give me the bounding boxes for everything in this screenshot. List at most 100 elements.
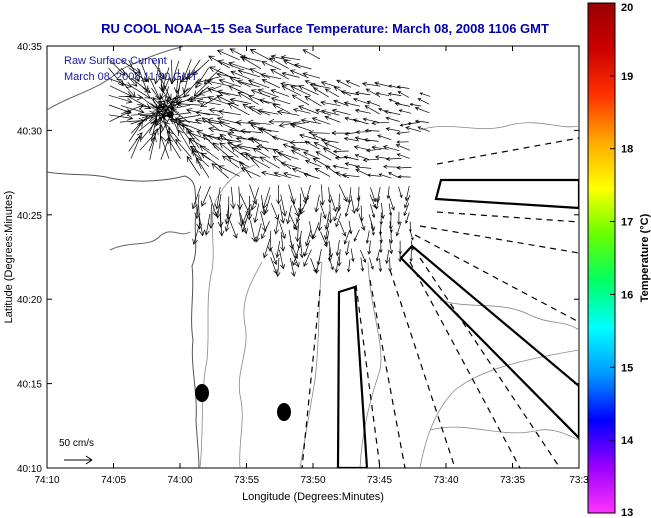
current-vector — [396, 131, 410, 135]
current-vector — [228, 61, 251, 71]
current-vector — [364, 128, 380, 133]
current-vector — [255, 223, 262, 243]
current-vector — [314, 194, 320, 213]
current-vector — [352, 97, 370, 105]
current-vector — [362, 117, 379, 123]
current-vector — [319, 202, 327, 220]
current-vector — [344, 203, 350, 218]
current-vector — [283, 171, 301, 178]
current-vector — [370, 187, 377, 203]
colorbar-label: Temperature (°C) — [639, 213, 651, 302]
current-vector — [249, 68, 271, 79]
y-tick-label: 40:15 — [17, 380, 42, 391]
current-vectors — [108, 48, 431, 278]
current-vector — [231, 146, 250, 161]
current-vector — [257, 88, 280, 98]
current-vector — [219, 142, 239, 158]
current-vector — [180, 68, 201, 83]
current-vector — [347, 259, 351, 273]
current-vector — [348, 220, 353, 235]
current-vector — [130, 77, 151, 94]
current-vector — [235, 119, 261, 126]
current-vector — [354, 165, 372, 170]
current-vector — [398, 248, 402, 263]
current-vector — [250, 89, 271, 98]
current-vector — [292, 247, 300, 267]
current-vector — [216, 95, 239, 107]
current-vector — [202, 134, 220, 152]
scale-arrow — [64, 455, 93, 465]
current-vector — [219, 133, 239, 150]
current-vector — [350, 248, 355, 263]
current-vector — [168, 59, 176, 85]
current-vector — [417, 126, 430, 132]
current-vector — [130, 115, 149, 134]
y-tick-label: 40:20 — [17, 295, 42, 306]
current-vector — [196, 98, 222, 106]
current-vector — [417, 98, 430, 105]
x-axis: 74:10 74:05 74:00 73:55 73:50 73:45 73:40 73:35… — [34, 46, 589, 486]
current-vector — [377, 134, 392, 141]
contour-2 — [238, 261, 263, 468]
current-vector — [130, 135, 142, 159]
current-vector — [224, 212, 232, 232]
current-vector — [374, 81, 391, 88]
current-vector — [272, 104, 291, 114]
current-vector — [335, 213, 342, 228]
current-vector — [410, 240, 414, 251]
current-vector — [324, 115, 341, 123]
current-vector — [327, 187, 332, 204]
current-vector — [195, 67, 209, 89]
current-vector — [157, 124, 164, 149]
current-vector — [281, 71, 300, 78]
current-vector — [317, 212, 323, 232]
current-vector — [338, 184, 348, 203]
current-vector — [362, 157, 379, 163]
current-vector — [261, 221, 270, 240]
x-tick-label: 74:00 — [167, 475, 192, 486]
current-vector — [291, 249, 300, 268]
current-vector — [247, 119, 271, 126]
y-tick-label: 40:35 — [17, 42, 42, 53]
current-vector — [191, 185, 202, 210]
colorbar-tick-label: 19 — [621, 71, 633, 83]
current-vector — [177, 129, 192, 151]
current-vector — [217, 109, 241, 116]
current-vector — [159, 77, 171, 101]
current-vector — [199, 145, 219, 160]
current-vector — [250, 157, 271, 169]
chart-title: RU COOL NOAA−15 Sea Surface Temperature:… — [101, 21, 549, 36]
current-vector — [159, 100, 173, 122]
current-vector — [333, 204, 341, 222]
current-vector — [344, 116, 360, 123]
colorbar-tick-label: 15 — [621, 362, 633, 374]
current-vector — [186, 130, 211, 141]
current-vector — [395, 221, 402, 237]
current-vector — [397, 211, 401, 226]
current-vector — [201, 185, 211, 207]
current-vector — [375, 249, 380, 262]
current-vector — [189, 137, 202, 160]
current-vector — [315, 151, 332, 161]
current-vector — [228, 85, 249, 96]
current-vector — [320, 138, 339, 143]
current-vector — [229, 220, 238, 239]
current-vector — [175, 138, 192, 158]
current-vector — [280, 55, 301, 61]
colorbar — [587, 2, 616, 514]
current-vector — [302, 151, 320, 160]
current-vector — [270, 96, 291, 105]
current-vector — [331, 108, 351, 116]
current-vector — [404, 195, 411, 209]
current-vector — [212, 142, 232, 159]
current-vector — [224, 204, 230, 225]
current-vector — [333, 99, 349, 107]
current-vector — [237, 91, 259, 105]
current-vector — [198, 85, 222, 96]
current-vector — [236, 79, 260, 88]
x-tick-label: 74:05 — [101, 475, 126, 486]
current-vector — [332, 164, 349, 170]
current-vector — [300, 195, 310, 215]
inlet-shore — [109, 231, 191, 251]
current-vector — [149, 135, 157, 160]
